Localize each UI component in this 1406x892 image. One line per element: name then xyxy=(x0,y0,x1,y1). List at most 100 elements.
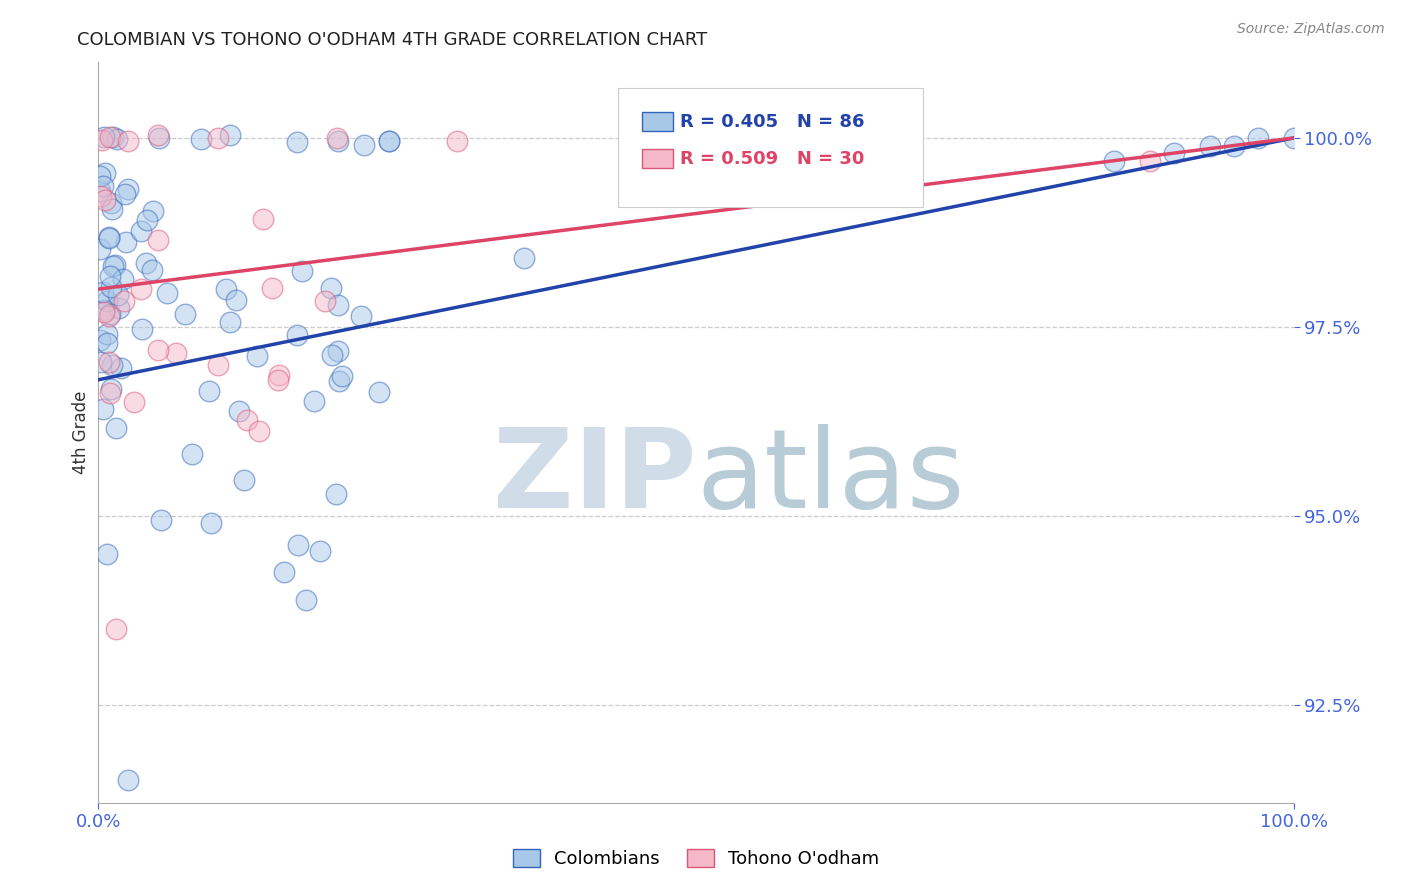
Point xyxy=(105,622,128,636)
Point xyxy=(96,293,118,308)
Point xyxy=(225,293,247,307)
Point xyxy=(93,303,115,318)
Point xyxy=(174,307,197,321)
Point xyxy=(353,137,375,152)
Point xyxy=(1199,138,1222,153)
Point xyxy=(96,326,118,341)
Point xyxy=(112,294,135,309)
Point xyxy=(93,166,115,180)
Point xyxy=(94,193,117,207)
Point xyxy=(304,394,326,409)
Point xyxy=(285,328,308,343)
Point xyxy=(114,235,136,250)
Point xyxy=(446,134,468,148)
FancyBboxPatch shape xyxy=(643,149,673,169)
Point xyxy=(252,211,274,226)
Point xyxy=(232,474,254,488)
Point xyxy=(287,537,309,551)
Point xyxy=(1163,146,1185,161)
Point xyxy=(218,315,240,329)
Point xyxy=(89,242,111,256)
Point xyxy=(215,282,238,296)
Point xyxy=(156,286,179,301)
Point xyxy=(135,255,157,269)
Point xyxy=(142,203,165,218)
Point xyxy=(98,307,121,321)
Point xyxy=(97,230,120,244)
Point xyxy=(260,281,283,295)
Point xyxy=(117,182,139,196)
Point xyxy=(98,386,121,401)
Point xyxy=(321,281,343,295)
Text: R = 0.509   N = 30: R = 0.509 N = 30 xyxy=(681,150,865,168)
Point xyxy=(141,263,163,277)
Point xyxy=(1247,131,1270,145)
Legend: Colombians, Tohono O'odham: Colombians, Tohono O'odham xyxy=(505,841,887,875)
Point xyxy=(326,134,349,148)
Point xyxy=(100,202,122,216)
Point xyxy=(285,135,308,149)
Point xyxy=(100,196,122,211)
Point xyxy=(326,343,349,358)
Point xyxy=(295,593,318,607)
Point xyxy=(236,413,259,427)
Point xyxy=(114,186,136,201)
Text: ZIP: ZIP xyxy=(492,424,696,531)
Point xyxy=(1223,138,1246,153)
Point xyxy=(149,513,172,527)
Point xyxy=(267,373,290,387)
Point xyxy=(91,285,114,300)
Point xyxy=(110,361,132,376)
Point xyxy=(200,516,222,530)
Point xyxy=(96,335,118,350)
Text: Source: ZipAtlas.com: Source: ZipAtlas.com xyxy=(1237,22,1385,37)
Point xyxy=(513,252,536,266)
Point xyxy=(89,169,111,184)
Point xyxy=(101,260,124,274)
Point xyxy=(105,132,128,146)
Point xyxy=(207,358,229,372)
Point xyxy=(165,346,187,360)
FancyBboxPatch shape xyxy=(643,112,673,131)
Text: atlas: atlas xyxy=(696,424,965,531)
Point xyxy=(104,258,127,272)
Point xyxy=(112,272,135,286)
Point xyxy=(129,282,152,296)
Point xyxy=(93,305,115,319)
Point xyxy=(96,547,118,561)
Point xyxy=(228,403,250,417)
Point xyxy=(103,129,125,144)
Point xyxy=(332,368,354,383)
Point xyxy=(98,355,121,369)
Point xyxy=(148,343,170,357)
Y-axis label: 4th Grade: 4th Grade xyxy=(72,391,90,475)
Point xyxy=(117,773,139,788)
Point xyxy=(91,133,114,147)
Point xyxy=(89,333,111,347)
Point xyxy=(107,301,129,315)
Point xyxy=(101,359,124,373)
Point xyxy=(321,348,343,362)
Point xyxy=(98,130,122,145)
Point xyxy=(377,134,399,148)
Point xyxy=(107,288,129,302)
Point xyxy=(314,294,336,309)
Point xyxy=(148,233,170,247)
Point xyxy=(148,130,170,145)
Point xyxy=(246,350,269,364)
Point xyxy=(100,382,122,396)
Point xyxy=(98,231,121,245)
Point xyxy=(350,309,373,323)
Point xyxy=(1282,131,1305,145)
Point xyxy=(249,424,271,438)
Point xyxy=(148,128,170,142)
Point xyxy=(131,322,153,336)
FancyBboxPatch shape xyxy=(619,88,922,207)
Point xyxy=(131,224,153,238)
Point xyxy=(326,131,349,145)
Point xyxy=(377,134,399,148)
Point xyxy=(89,184,111,198)
Text: R = 0.405   N = 86: R = 0.405 N = 86 xyxy=(681,112,865,130)
Point xyxy=(218,128,240,142)
Point xyxy=(1139,153,1161,168)
